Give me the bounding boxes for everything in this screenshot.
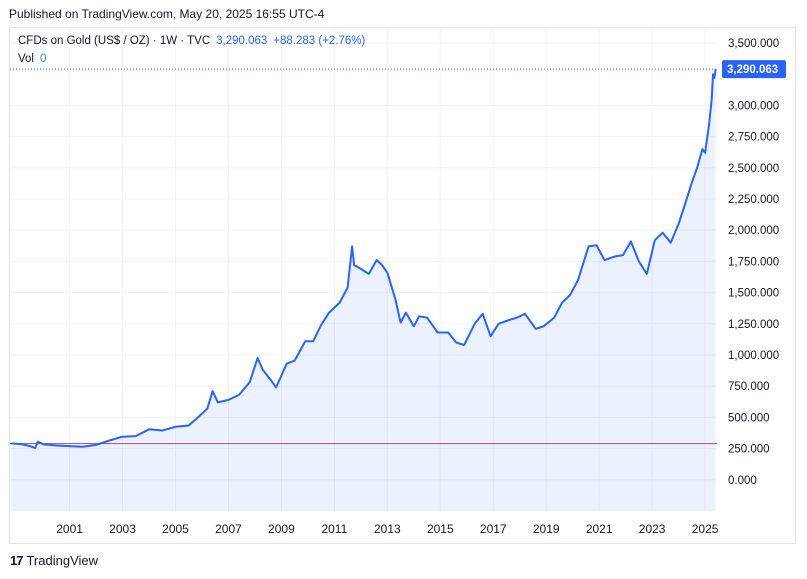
x-tick-label: 2001 (56, 522, 83, 536)
grid-lines (10, 28, 717, 511)
y-tick-label: 0.000 (728, 475, 757, 487)
tradingview-logo[interactable]: 17 TradingView (10, 553, 98, 568)
y-tick-label: 1,500.000 (728, 288, 779, 300)
tradingview-logo-icon: 17 (10, 553, 24, 568)
x-tick-label: 2017 (480, 522, 507, 536)
y-tick-label: 250.000 (728, 444, 770, 456)
change-value: +88.283 (+2.76%) (273, 35, 366, 47)
y-tick-label: 2,500.000 (728, 163, 779, 175)
y-tick-label: 3,000.000 (728, 100, 779, 112)
published-note: Published on TradingView.com, May 20, 20… (9, 7, 325, 21)
x-tick-label: 2023 (639, 522, 666, 536)
y-tick-label: 750.000 (728, 381, 770, 393)
y-tick-label: 1,000.000 (728, 350, 779, 362)
symbol-label: CFDs on Gold (US$ / OZ) · 1W · TVC (18, 35, 211, 47)
y-tick-label: 500.000 (728, 412, 770, 424)
price-series-line[interactable] (11, 69, 717, 449)
x-tick-label: 2011 (321, 522, 347, 536)
x-tick-label: 2005 (162, 522, 189, 536)
y-tick-label: 2,250.000 (728, 194, 779, 206)
last-price-tag-text: 3,290.063 (727, 64, 778, 76)
x-tick-label: 2007 (215, 522, 242, 536)
y-tick-label: 2,000.000 (728, 225, 779, 237)
y-axis: 0.000 250.000 500.000 750.000 1,000.000 1,250… (728, 38, 779, 487)
y-tick-label: 2,750.000 (728, 132, 779, 144)
y-tick-label: 3,500.000 (728, 38, 779, 50)
chart-frame (9, 27, 796, 544)
volume-label: Vol (18, 53, 34, 65)
series-legend: CFDs on Gold (US$ / OZ) · 1W · TVC 3,290.… (18, 35, 365, 47)
x-tick-label: 2003 (109, 522, 136, 536)
tradingview-logo-text: TradingView (26, 553, 99, 568)
x-tick-label: 2021 (586, 522, 613, 536)
last-price-tag: 3,290.063 (722, 60, 786, 79)
x-tick-label: 2025 (692, 522, 719, 536)
x-axis: 2001 2003 2005 2007 2009 2011 2013 2015 2017 2019… (56, 522, 719, 536)
last-value: 3,290.063 (216, 35, 268, 47)
price-area-fill (11, 69, 716, 511)
y-tick-label: 1,750.000 (728, 256, 779, 268)
x-tick-label: 2019 (533, 522, 560, 536)
x-tick-label: 2013 (374, 522, 401, 536)
x-tick-label: 2009 (268, 522, 295, 536)
y-tick-label: 1,250.000 (728, 319, 779, 331)
volume-legend: Vol 0 (18, 53, 46, 65)
x-tick-label: 2015 (427, 522, 454, 536)
volume-value: 0 (40, 53, 47, 65)
